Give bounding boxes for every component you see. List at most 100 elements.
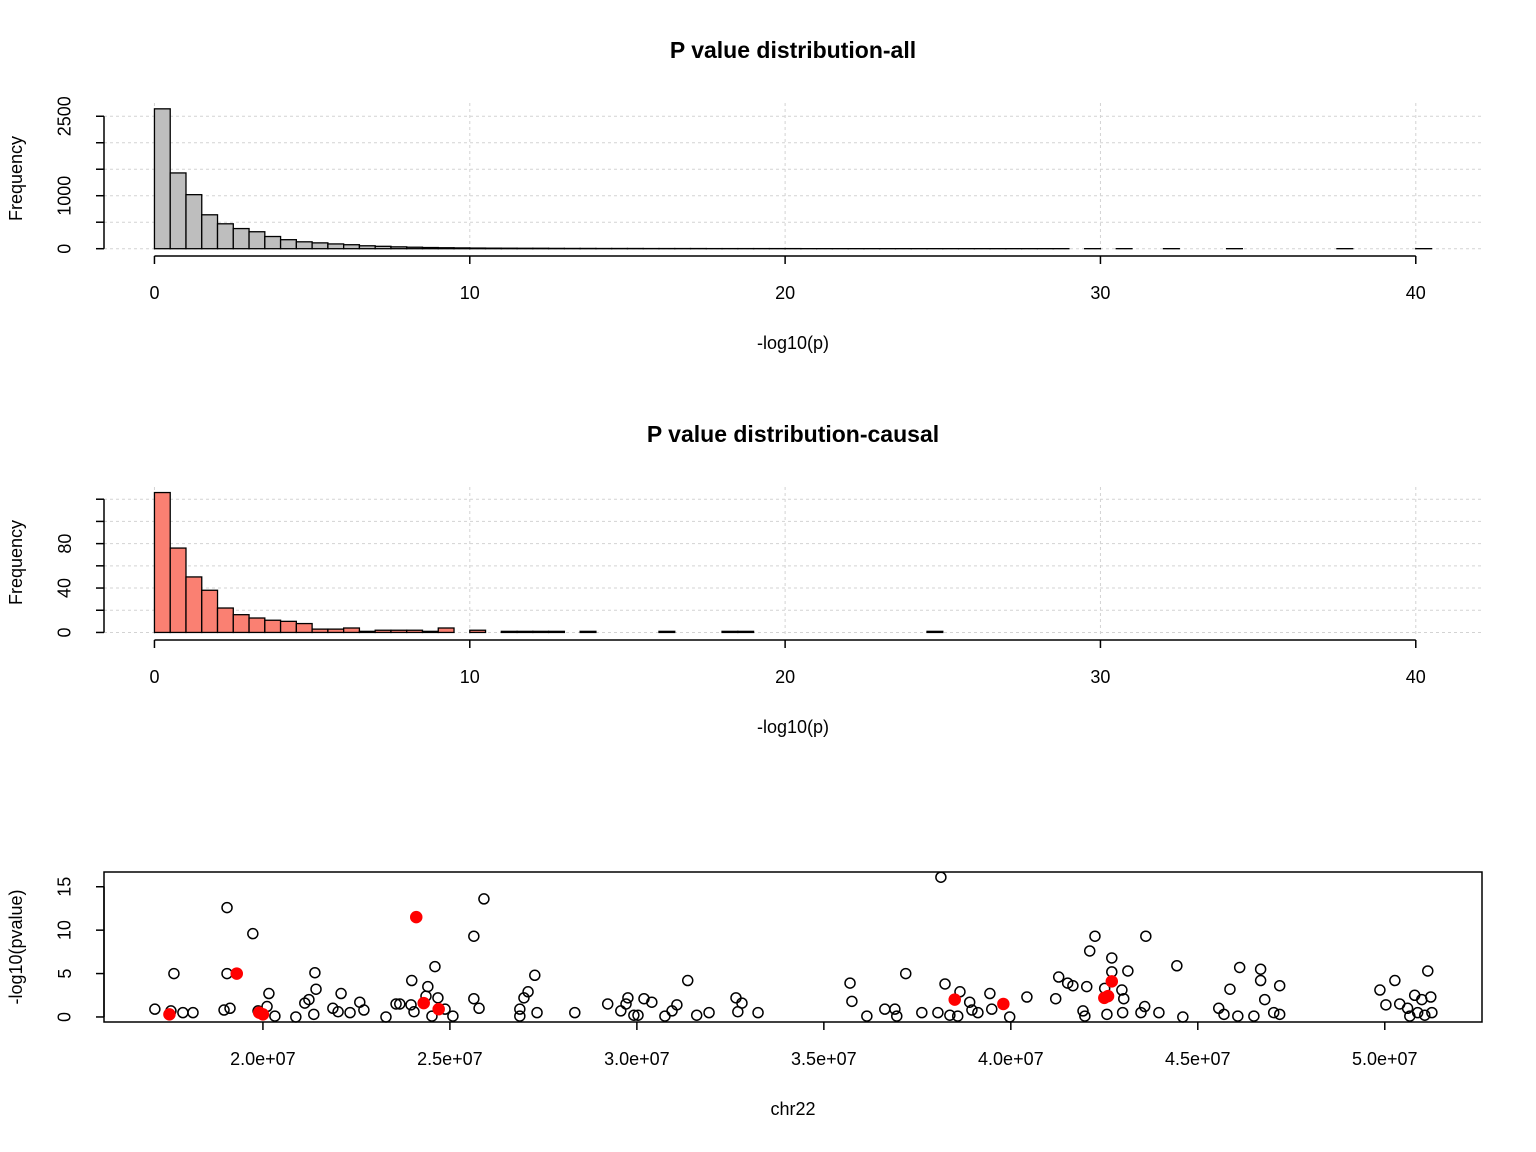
bar xyxy=(279,620,298,634)
point xyxy=(659,1010,671,1022)
point xyxy=(1153,1006,1165,1019)
point xyxy=(732,1006,744,1018)
point xyxy=(1177,1011,1189,1023)
bar xyxy=(358,245,376,250)
point xyxy=(1224,983,1236,995)
point xyxy=(632,1009,644,1021)
point xyxy=(972,1006,984,1019)
point xyxy=(1232,1010,1244,1022)
bar xyxy=(421,630,439,634)
y-axis-label: Frequency xyxy=(6,136,26,221)
point xyxy=(1422,965,1434,977)
point xyxy=(1021,991,1033,1003)
point xyxy=(1077,1005,1089,1017)
point xyxy=(256,1008,270,1021)
x-tick-label: 5.0e+07 xyxy=(1352,1049,1418,1069)
bar xyxy=(264,235,282,250)
bar xyxy=(658,630,676,634)
bar xyxy=(421,246,439,250)
x-tick-label: 2.0e+07 xyxy=(230,1049,296,1069)
y-tick-label: 15 xyxy=(55,877,75,897)
point xyxy=(1273,1008,1286,1021)
point xyxy=(263,987,275,1000)
point xyxy=(1267,1006,1280,1019)
bar xyxy=(232,614,250,634)
x-tick-label: 20 xyxy=(775,667,795,687)
point xyxy=(1116,1006,1129,1019)
point xyxy=(889,1003,901,1015)
bar xyxy=(500,630,518,634)
x-tick-label: 4.0e+07 xyxy=(978,1049,1044,1069)
point xyxy=(514,1003,526,1015)
point xyxy=(406,974,418,987)
bar xyxy=(374,629,392,634)
point xyxy=(224,1002,236,1015)
point xyxy=(1101,1008,1113,1021)
point xyxy=(1049,992,1062,1005)
point xyxy=(986,1003,998,1015)
point xyxy=(646,996,658,1008)
y-tick-label: 1000 xyxy=(55,176,75,216)
point xyxy=(690,1009,703,1021)
bar xyxy=(343,244,361,250)
point xyxy=(429,960,441,973)
point xyxy=(948,993,961,1006)
point xyxy=(468,992,480,1005)
bar xyxy=(279,239,298,250)
point xyxy=(601,998,614,1010)
point xyxy=(1254,963,1267,975)
point xyxy=(529,969,541,982)
y-tick-label: 0 xyxy=(55,627,75,637)
point xyxy=(1374,984,1386,996)
point xyxy=(935,871,947,883)
point xyxy=(1116,984,1128,996)
point xyxy=(620,998,632,1010)
point xyxy=(531,1006,543,1019)
point xyxy=(221,901,233,914)
point xyxy=(218,1004,230,1016)
point xyxy=(1411,1006,1424,1019)
point xyxy=(1171,960,1183,972)
bar xyxy=(248,617,266,634)
point xyxy=(478,893,490,905)
bar xyxy=(437,247,455,250)
point xyxy=(290,1011,302,1023)
x-tick-label: 30 xyxy=(1090,283,1110,303)
bar xyxy=(532,630,550,634)
point xyxy=(230,967,244,980)
bar xyxy=(484,247,502,250)
point xyxy=(944,1009,956,1021)
point xyxy=(628,1009,640,1021)
point xyxy=(1218,1008,1230,1021)
point xyxy=(1389,974,1401,987)
bar xyxy=(437,627,455,634)
point xyxy=(309,966,321,979)
point xyxy=(963,996,976,1008)
bar xyxy=(153,108,171,250)
bar xyxy=(201,214,219,250)
point xyxy=(247,927,259,940)
x-tick-label: 30 xyxy=(1090,667,1110,687)
point xyxy=(426,1010,438,1022)
bar xyxy=(327,628,345,634)
x-tick-label: 3.0e+07 xyxy=(604,1049,670,1069)
x-tick-label: 10 xyxy=(460,667,480,687)
bar xyxy=(926,630,944,634)
bar xyxy=(295,622,313,634)
point xyxy=(846,995,858,1008)
bar xyxy=(737,630,755,634)
point xyxy=(1254,974,1267,987)
point xyxy=(1052,971,1065,983)
point xyxy=(447,1010,459,1022)
bar xyxy=(721,630,739,634)
point xyxy=(681,974,694,987)
point xyxy=(879,1003,891,1015)
bar xyxy=(216,607,234,634)
point xyxy=(390,998,402,1010)
point xyxy=(187,1006,199,1019)
bar xyxy=(295,241,313,250)
bar xyxy=(264,619,282,634)
point xyxy=(380,1011,392,1023)
